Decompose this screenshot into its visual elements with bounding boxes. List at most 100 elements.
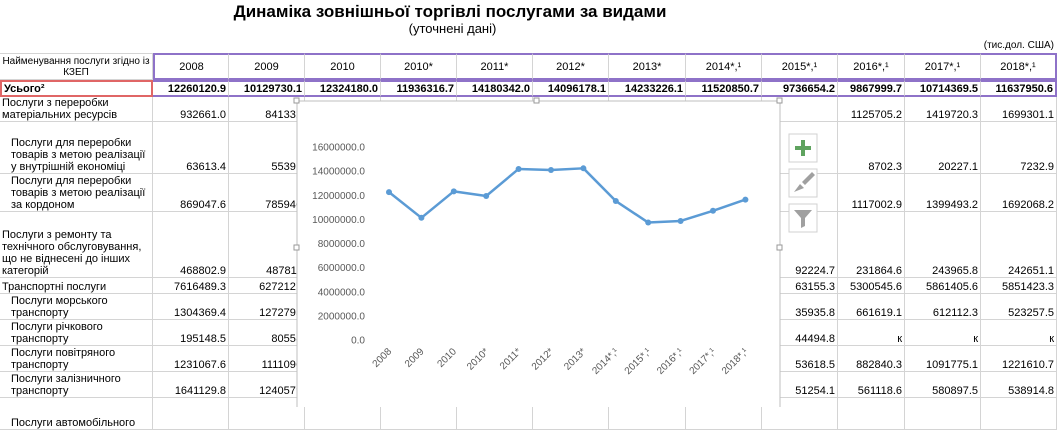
row-value: 1399493.2 — [905, 174, 981, 212]
total-value: 10714369.5 — [905, 80, 981, 97]
total-value: 14233226.1 — [609, 80, 686, 97]
sheet-title: Динаміка зовнішньої торгівлі послугами з… — [233, 2, 667, 21]
y-tick-label: 12000000.0 — [312, 191, 365, 202]
series-line — [388, 167, 746, 224]
row-value: 8702.3 — [838, 122, 905, 174]
year-header: 2016*,¹ — [838, 53, 905, 80]
row-value: 5851423.3 — [981, 278, 1057, 294]
data-point — [515, 165, 522, 172]
row-value: 35935.8 — [762, 294, 838, 320]
row-label: Транспортні послуги — [0, 278, 153, 294]
row-value: 20227.1 — [905, 122, 981, 174]
row-value: 869047.6 — [153, 174, 229, 212]
row-value: 1419720.3 — [905, 97, 981, 122]
row-value: 242651.1 — [981, 212, 1057, 278]
row-value: 661619.1 — [838, 294, 905, 320]
row-value: 1699301.1 — [981, 97, 1057, 122]
row-value: 63613.4 — [153, 122, 229, 174]
row-value: 468802.9 — [153, 212, 229, 278]
year-header: 2015*,¹ — [762, 53, 838, 80]
row-value: 1692068.2 — [981, 174, 1057, 212]
chart-layer: 0.0 2000000.0 4000000.0 6000000.0 8000000.0 1… — [293, 97, 818, 407]
year-header: 2018*,¹ — [981, 53, 1057, 80]
row-value: 53618.5 — [762, 346, 838, 372]
year-header: 2014*,¹ — [686, 53, 762, 80]
row-value: 1091775.1 — [905, 346, 981, 372]
row-value: к — [838, 320, 905, 346]
row-value: 523257.5 — [981, 294, 1057, 320]
y-tick-label: 6000000.0 — [318, 263, 366, 274]
row-value: 1125705.2 — [838, 97, 905, 122]
total-value: 14096178.1 — [533, 80, 609, 97]
y-tick-label: 4000000.0 — [318, 287, 366, 298]
row-label: Послуги повітряного транспорту — [0, 346, 153, 372]
row-value: 1117002.9 — [838, 174, 905, 212]
row-value: 932661.0 — [153, 97, 229, 122]
data-point — [645, 219, 652, 226]
row-value: к — [905, 320, 981, 346]
chart-styles-button[interactable] — [788, 168, 818, 198]
year-header: 2010 — [305, 53, 381, 80]
data-point — [386, 189, 392, 196]
total-value: 11936316.7 — [381, 80, 457, 97]
total-value: 12260120.9 — [153, 80, 229, 97]
row-value: 231864.6 — [838, 212, 905, 278]
year-header: 2013* — [609, 53, 686, 80]
row-value: 243965.8 — [905, 212, 981, 278]
row-value: 1641129.8 — [153, 372, 229, 398]
year-header: 2012* — [533, 53, 609, 80]
chart-elements-button[interactable] — [788, 133, 818, 163]
chart-filters-button[interactable] — [788, 203, 818, 233]
row-value: 7232.9 — [981, 122, 1057, 174]
data-point — [450, 188, 457, 195]
row-label: Послуги морського транспорту — [0, 294, 153, 320]
row-value: к — [981, 320, 1057, 346]
total-value: 10129730.1 — [229, 80, 305, 97]
total-value: 11520850.7 — [686, 80, 762, 97]
name-header: Найменування послуги згідно із КЗЕП — [0, 53, 153, 80]
unit-label: (тис.дол. США) — [983, 40, 1054, 51]
total-value: 9736654.2 — [762, 80, 838, 97]
total-value: 14180342.0 — [457, 80, 533, 97]
row-value: 7616489.3 — [153, 278, 229, 294]
total-value: 11637950.6 — [981, 80, 1057, 97]
year-header: 2017*,¹ — [905, 53, 981, 80]
row-value: 44494.8 — [762, 320, 838, 346]
row-value: 51254.1 — [762, 372, 838, 398]
year-header: 2010* — [381, 53, 457, 80]
year-header: 2008 — [153, 53, 229, 80]
data-point — [612, 198, 619, 205]
row-label: Послуги для переробки товарів з метою ре… — [0, 122, 153, 174]
data-point — [677, 217, 684, 224]
data-point — [742, 196, 749, 203]
y-tick-label: 14000000.0 — [312, 167, 365, 178]
row-value: 1221610.7 — [981, 346, 1057, 372]
y-tick-label: 0.0 — [351, 336, 365, 347]
resize-handle[interactable] — [533, 97, 540, 104]
total-value: 12324180.0 — [305, 80, 381, 97]
row-value: 1304369.4 — [153, 294, 229, 320]
row-value: 5861405.6 — [905, 278, 981, 294]
year-header: 2009 — [229, 53, 305, 80]
row-value: 538914.8 — [981, 372, 1057, 398]
row-value: 5300545.6 — [838, 278, 905, 294]
resize-handle[interactable] — [293, 244, 300, 251]
row-value: 561118.6 — [838, 372, 905, 398]
row-value: 612112.3 — [905, 294, 981, 320]
row-label: Послуги з переробки матеріальних ресурсі… — [0, 97, 153, 122]
y-tick-label: 2000000.0 — [318, 311, 366, 322]
data-point — [710, 207, 716, 214]
year-header: 2011* — [457, 53, 533, 80]
total-value: 9867999.7 — [838, 80, 905, 97]
sheet-subtitle: (уточнені дані) — [408, 21, 497, 36]
row-value: 92224.7 — [762, 212, 838, 278]
resize-handle[interactable] — [776, 244, 783, 251]
resize-handle[interactable] — [293, 97, 300, 104]
y-tick-label: 16000000.0 — [312, 143, 365, 154]
row-value: 882840.3 — [838, 346, 905, 372]
resize-handle[interactable] — [776, 97, 783, 104]
row-label: Послуги річкового транспорту — [0, 320, 153, 346]
row-value: 1231067.6 — [153, 346, 229, 372]
data-point — [483, 193, 490, 200]
